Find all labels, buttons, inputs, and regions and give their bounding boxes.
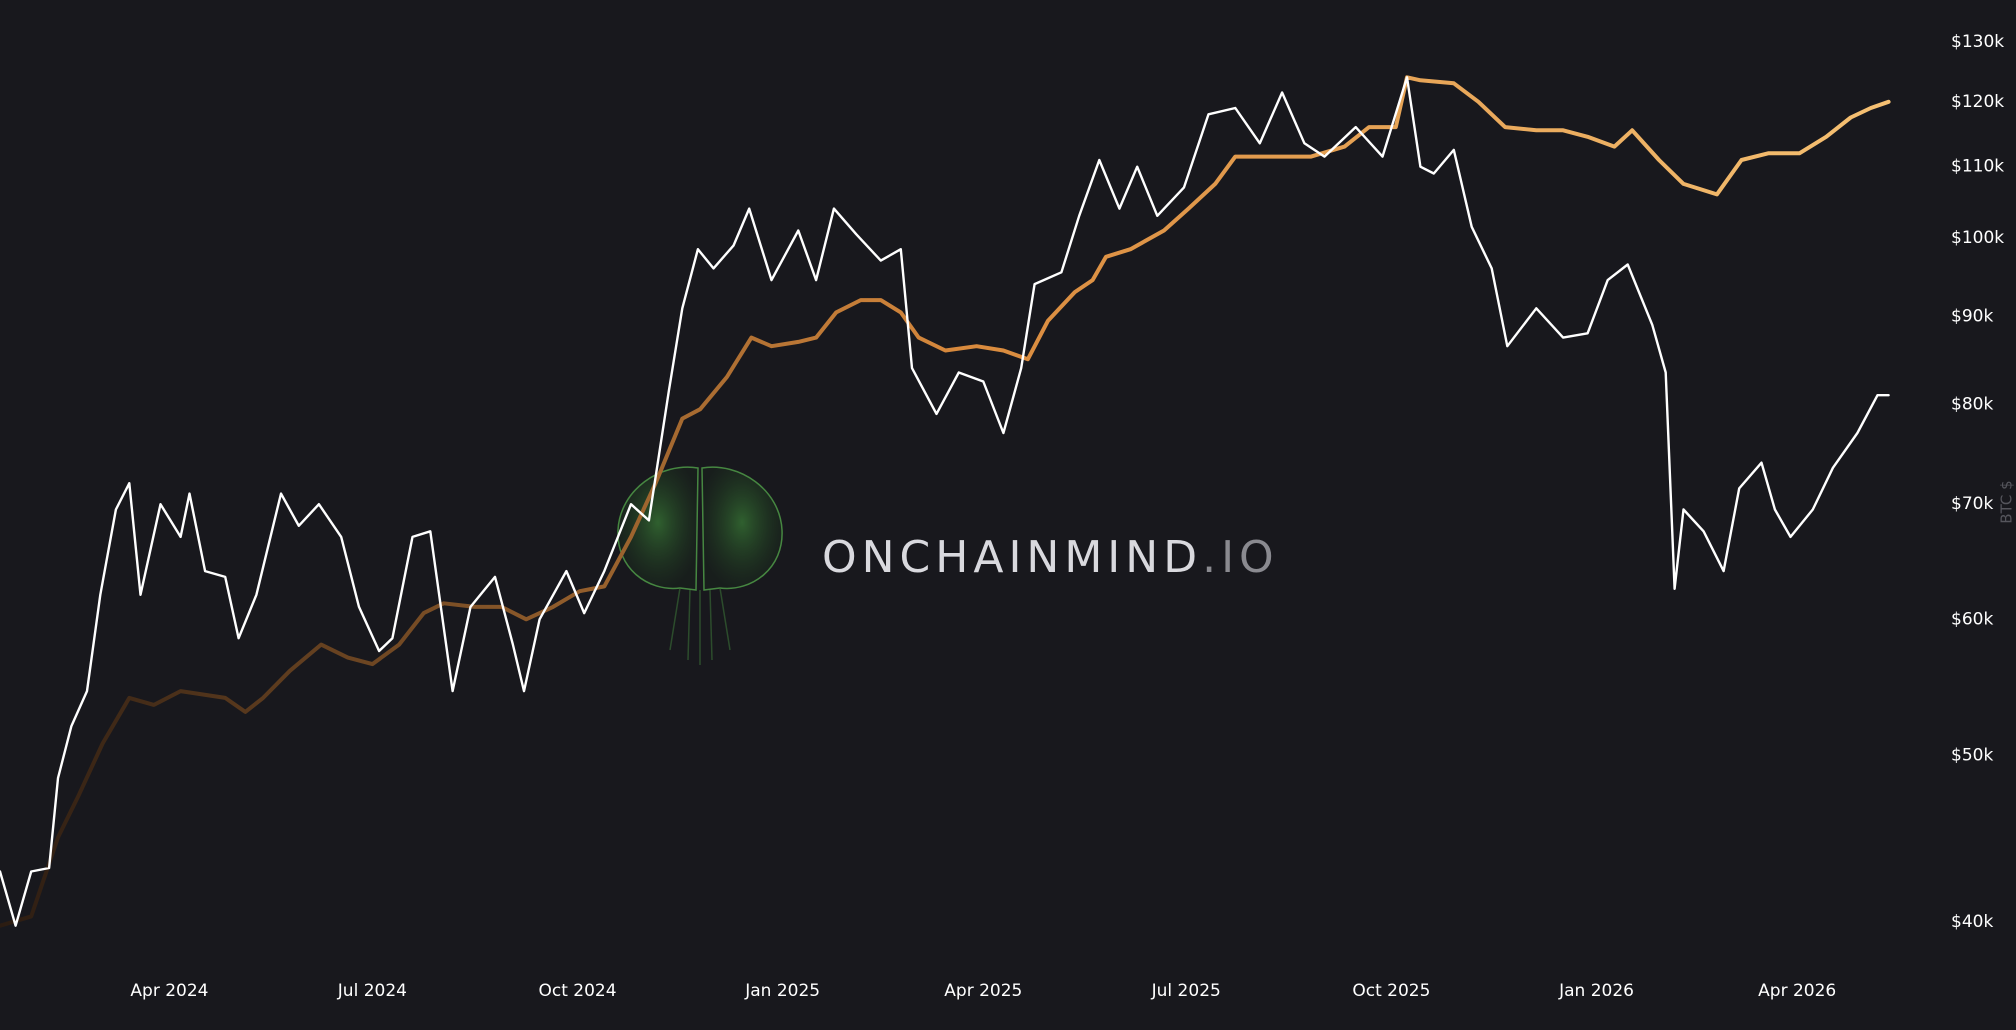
x-tick-label: Jan 2026 (1558, 981, 1634, 1001)
x-tick-label: Jul 2025 (1151, 981, 1221, 1001)
y-tick-label: $110k (1951, 157, 2004, 177)
y-tick-label: $80k (1951, 394, 1993, 414)
x-tick-label: Apr 2026 (1758, 981, 1836, 1001)
y-tick-label: $130k (1951, 32, 2004, 52)
y-tick-label: $100k (1951, 228, 2004, 248)
watermark-text: ONCHAINMIND (822, 532, 1202, 583)
watermark-suffix: .IO (1202, 532, 1279, 583)
x-tick-label: Apr 2025 (944, 981, 1022, 1001)
price-line (0, 75, 1891, 928)
watermark-logo (617, 466, 783, 665)
x-tick-label: Oct 2025 (1352, 981, 1430, 1001)
y-tick-label: $90k (1951, 307, 1993, 327)
y-tick-label: $40k (1951, 912, 1993, 932)
y-tick-label: $50k (1951, 745, 1993, 765)
x-tick-label: Jan 2025 (744, 981, 820, 1001)
y-tick-label: $70k (1951, 494, 1993, 514)
x-tick-label: Apr 2024 (130, 981, 208, 1001)
watermark: ONCHAINMIND.IO (822, 532, 1279, 583)
y-axis-label: BTC $ (1998, 480, 2016, 523)
price-line (0, 76, 1890, 927)
y-tick-label: $60k (1951, 609, 1993, 629)
x-tick-label: Oct 2024 (538, 981, 616, 1001)
x-tick-label: Jul 2024 (337, 981, 407, 1001)
y-tick-label: $120k (1951, 92, 2004, 112)
